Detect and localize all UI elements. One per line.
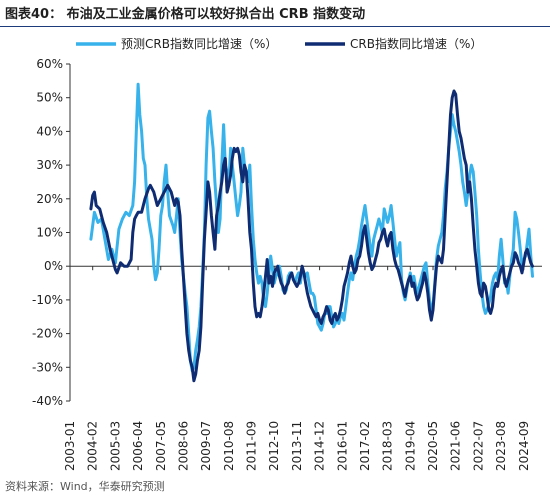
x-tick-label: 2021-06 — [449, 421, 463, 471]
legend-label-2: CRB指数同比增速（%） — [350, 36, 482, 51]
y-tick-label: -40% — [32, 394, 63, 408]
x-tick-label: 2023-08 — [494, 421, 508, 471]
y-tick-label: 40% — [36, 124, 63, 138]
y-tick-label: 60% — [36, 57, 63, 71]
x-tick-label: 2017-02 — [358, 421, 372, 471]
x-tick-label: 2013-11 — [290, 421, 304, 471]
y-tick-label: 0% — [44, 259, 63, 273]
y-tick-label: 30% — [36, 158, 63, 172]
x-tick-label: 2004-02 — [86, 421, 100, 471]
figure-source: 资料来源：Wind，华泰研究预测 — [5, 480, 165, 493]
title-divider — [0, 26, 550, 27]
x-tick-label: 2010-08 — [222, 421, 236, 471]
y-tick-label: -20% — [32, 327, 63, 341]
legend: 预测CRB指数同比增速（%） CRB指数同比增速（%） — [76, 36, 482, 51]
x-tick-label: 2016-01 — [335, 421, 349, 471]
y-tick-label: -30% — [32, 360, 63, 374]
x-tick-label: 2020-05 — [426, 421, 440, 471]
x-tick-label: 2018-03 — [381, 421, 395, 471]
x-tick-label: 2005-03 — [108, 421, 122, 471]
legend-label-1: 预测CRB指数同比增速（%） — [121, 36, 277, 51]
series-group — [89, 82, 534, 383]
figure-header: 图表40： 布油及工业金属价格可以较好拟合出 CRB 指数变动 — [0, 0, 550, 27]
x-tick-label: 2006-04 — [131, 421, 145, 471]
line-chart: 预测CRB指数同比增速（%） CRB指数同比增速（%） -40%-30%-20%-… — [32, 36, 542, 471]
y-tick-label: 10% — [36, 226, 63, 240]
x-tick-label: 2022-07 — [471, 421, 485, 471]
x-tick-label: 2024-09 — [517, 421, 531, 471]
x-tick-label: 2019-04 — [403, 421, 417, 471]
y-tick-label: 50% — [36, 91, 63, 105]
y-tick-label: -10% — [32, 293, 63, 307]
y-tick-label: 20% — [36, 192, 63, 206]
x-tick-label: 2014-12 — [313, 421, 327, 471]
axes: -40% -30% -20% -10% 0% 10% 20% 30% 40% 50% 60% 2003… — [32, 57, 542, 471]
x-tick-label: 2012-10 — [267, 421, 281, 471]
x-tick-label: 2003-01 — [63, 421, 77, 471]
x-tick-label: 2008-06 — [176, 421, 190, 471]
figure-title: 图表40： 布油及工业金属价格可以较好拟合出 CRB 指数变动 — [5, 7, 366, 22]
series-line-2 — [89, 89, 534, 383]
x-tick-label: 2009-07 — [199, 421, 213, 471]
x-tick-label: 2007-05 — [154, 421, 168, 471]
x-tick-label: 2011-09 — [245, 421, 259, 471]
series-line-1 — [89, 82, 534, 373]
